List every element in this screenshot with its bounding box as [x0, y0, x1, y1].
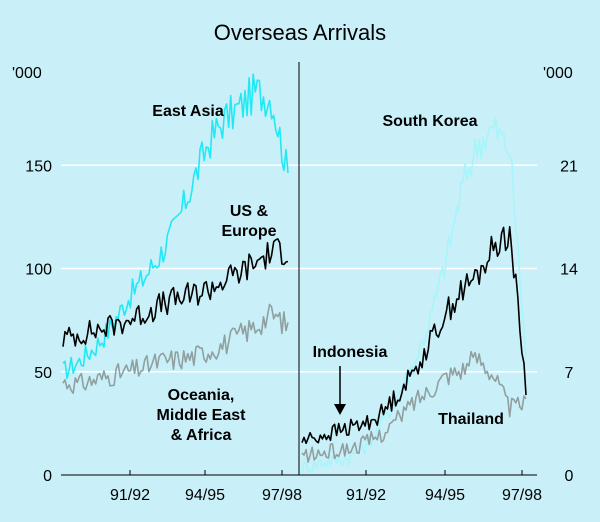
series-line-0-0: [62, 73, 289, 380]
x-tick-label-1-0: 91/92: [346, 487, 386, 504]
series-label-1-1-0: Indonesia: [313, 344, 388, 361]
x-tick-label-0-1: 94/95: [185, 487, 225, 504]
left-axis-unit: '000: [12, 65, 42, 82]
right-y-tick-3: 21: [560, 158, 578, 175]
series-label-0-2-1: Middle East: [157, 407, 247, 424]
x-tick-label-1-2: 97/98: [502, 487, 542, 504]
series-line-0-2: [62, 303, 289, 395]
series-label-1-2-0: Thailand: [438, 411, 504, 428]
indonesia-arrow: [334, 366, 346, 415]
series-label-0-2-2: & Africa: [171, 427, 232, 444]
right-panel-series: [301, 116, 527, 474]
left-y-tick-1: 50: [34, 365, 52, 382]
left-y-tick-0: 0: [43, 468, 52, 485]
series-label-0-1-0: US &: [230, 203, 269, 220]
x-tick-label-1-1: 94/95: [425, 487, 465, 504]
left-panel-series: [62, 73, 289, 395]
chart-title: Overseas Arrivals: [214, 20, 386, 45]
right-y-tick-labels: 0 7 14 21: [560, 158, 578, 485]
x-tick-labels: 91/92 94/95 97/98 91/92 94/95 97/98: [110, 470, 542, 504]
series-label-1-0-0: South Korea: [382, 113, 477, 130]
right-axis-unit: '000: [543, 65, 573, 82]
x-tick-label-0-0: 91/92: [110, 487, 150, 504]
right-y-tick-1: 7: [565, 365, 574, 382]
series-label-0-2-0: Oceania,: [168, 387, 235, 404]
series-line-1-2: [301, 350, 527, 463]
series-line-1-1: [301, 226, 527, 445]
series-label-0-1-1: Europe: [221, 223, 276, 240]
series-label-0-0-0: East Asia: [152, 103, 224, 120]
left-y-tick-3: 150: [25, 158, 52, 175]
right-y-tick-0: 0: [565, 468, 574, 485]
x-tick-label-0-2: 97/98: [262, 487, 302, 504]
left-y-tick-2: 100: [25, 262, 52, 279]
left-y-tick-labels: 0 50 100 150: [25, 158, 52, 485]
series-labels: East Asia US & Europe Oceania, Middle East & …: [152, 103, 504, 444]
series-line-1-0: [301, 116, 527, 474]
right-y-tick-2: 14: [560, 262, 578, 279]
series-line-0-1: [62, 238, 289, 347]
